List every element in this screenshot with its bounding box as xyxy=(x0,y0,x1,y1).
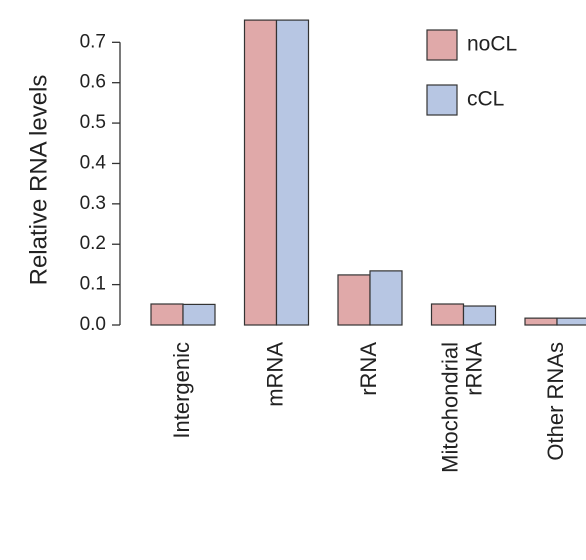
legend-swatch xyxy=(426,84,458,116)
bar xyxy=(275,19,310,326)
y-tick-label: 0.4 xyxy=(80,152,107,173)
bar xyxy=(150,303,184,326)
x-tick-label: rRNA xyxy=(356,342,381,396)
bar xyxy=(337,274,371,326)
x-tick-label: Intergenic xyxy=(169,342,194,439)
y-axis-title: Relative RNA levels xyxy=(25,75,52,286)
y-tick-label: 0.2 xyxy=(80,233,106,254)
x-tick-label: mRNA xyxy=(262,342,287,407)
y-tick-label: 0.7 xyxy=(80,31,106,52)
bar xyxy=(430,303,465,326)
bar xyxy=(462,305,497,326)
bar xyxy=(369,270,403,326)
x-tick-label: Other RNAs xyxy=(543,342,568,461)
y-tick-label: 0.1 xyxy=(80,274,106,295)
y-tick-label: 0.3 xyxy=(80,193,106,214)
y-tick-label: 0.0 xyxy=(80,314,106,335)
bar xyxy=(243,19,278,326)
legend-label: cCL xyxy=(467,88,504,111)
y-tick-label: 0.6 xyxy=(80,72,106,93)
bar xyxy=(556,317,586,326)
bar xyxy=(182,303,216,326)
y-tick-label: 0.5 xyxy=(80,112,106,133)
x-tick-label: MitochondrialrRNA xyxy=(437,342,486,473)
legend-swatch xyxy=(426,29,458,61)
bar xyxy=(524,317,558,326)
legend-label: noCL xyxy=(467,33,517,56)
